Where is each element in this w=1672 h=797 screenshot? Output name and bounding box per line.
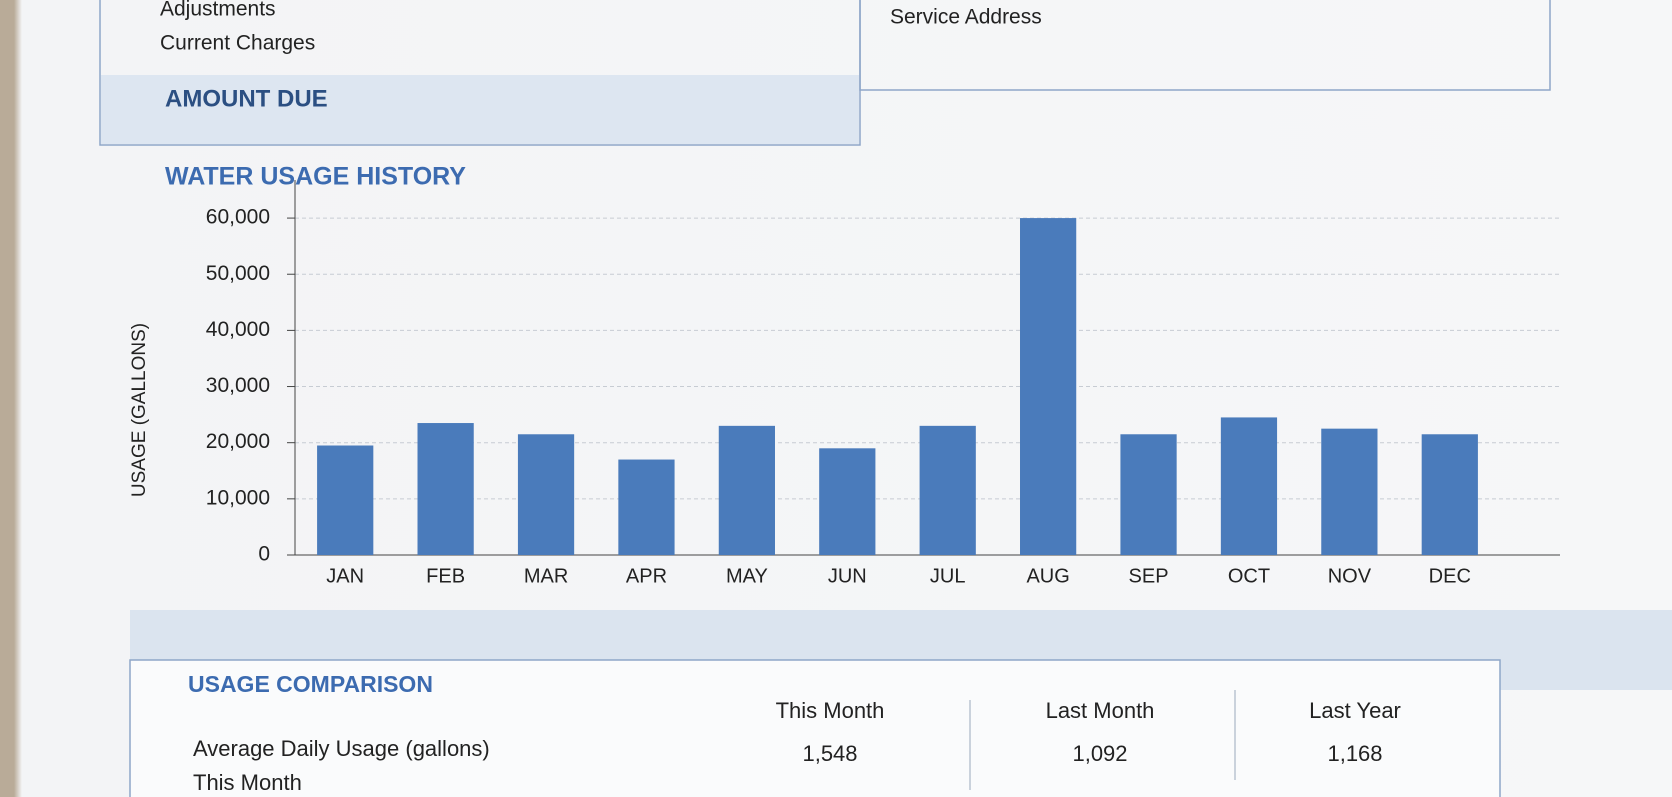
comparison-box (129, 659, 1501, 797)
row-label: Average Daily Usage (gallons) (193, 736, 490, 761)
x-tick-label: JUL (930, 565, 966, 587)
y-tick-label: 50,000 (206, 262, 270, 285)
summary-row: Current Charges (160, 32, 315, 55)
x-tick-label: MAR (524, 565, 568, 587)
amount-due-label: AMOUNT DUE (165, 85, 328, 112)
address-box (859, 0, 1551, 91)
column-header: This Month (776, 698, 885, 723)
bar (417, 423, 474, 555)
bar (517, 434, 575, 555)
x-tick-label: DEC (1429, 565, 1471, 587)
chart-title: WATER USAGE HISTORY (165, 163, 466, 191)
column-header: Last Year (1309, 698, 1401, 723)
x-tick-label: MAY (726, 565, 768, 587)
x-tick-label: JAN (326, 565, 364, 587)
x-tick-label: JUN (828, 565, 867, 587)
y-tick-label: 40,000 (206, 318, 270, 341)
bar (1020, 218, 1077, 556)
comparison-title: USAGE COMPARISON (188, 671, 433, 697)
y-tick-label: 60,000 (206, 206, 270, 229)
summary-row: Adjustments (160, 0, 276, 21)
cell-value: 1,092 (1072, 741, 1127, 766)
x-tick-label: OCT (1228, 565, 1270, 587)
x-tick-label: FEB (426, 565, 465, 587)
bar (819, 448, 876, 555)
y-tick-label: 10,000 (206, 486, 270, 509)
amount-due-band (101, 75, 859, 144)
bar (718, 425, 775, 555)
y-tick-label: 30,000 (206, 374, 270, 397)
y-tick-label: 20,000 (206, 430, 270, 453)
x-tick-label: APR (626, 565, 667, 587)
x-tick-label: AUG (1026, 565, 1069, 587)
bar (1220, 417, 1278, 555)
bar (919, 425, 976, 555)
cell-value: 1,168 (1327, 741, 1382, 766)
x-tick-label: SEP (1129, 565, 1169, 587)
bar (618, 459, 675, 555)
y-tick-label: 0 (258, 543, 270, 566)
bar (1321, 428, 1378, 555)
column-header: Last Month (1046, 698, 1155, 723)
x-tick-label: NOV (1328, 565, 1372, 587)
bar (1120, 434, 1177, 555)
row-sublabel: This Month (193, 770, 302, 795)
y-axis-label: USAGE (GALLONS) (129, 323, 150, 497)
cell-value: 1,548 (802, 741, 857, 766)
bar (317, 445, 374, 555)
service-address-label: Service Address (890, 6, 1042, 29)
bar (1421, 434, 1478, 555)
